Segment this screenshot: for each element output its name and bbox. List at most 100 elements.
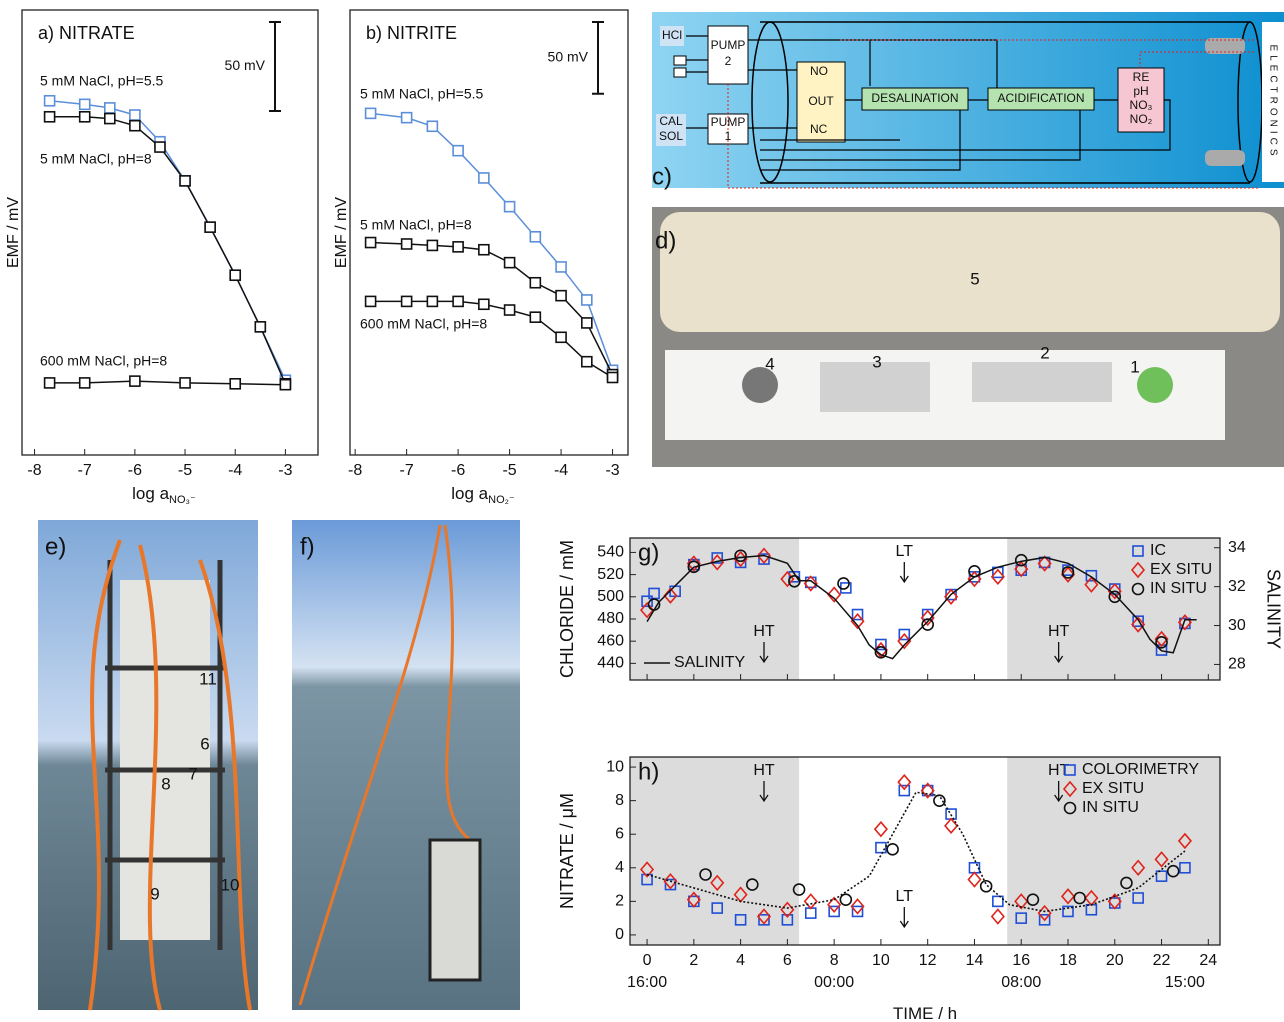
marker <box>839 893 853 906</box>
marker <box>129 119 141 132</box>
x-tick-label: 12 <box>919 952 937 969</box>
series-line <box>646 554 1197 660</box>
legend-marker <box>1131 582 1145 596</box>
marker <box>555 289 567 302</box>
marker <box>503 256 516 269</box>
x-tick-label: 14 <box>966 952 984 969</box>
marker <box>103 102 116 114</box>
marker <box>503 304 516 316</box>
marker <box>967 570 982 588</box>
diagram: HCl PUMP 2 CAL SOL PUMP 1 NO OUT NC DESA… <box>652 12 1284 190</box>
series-line <box>49 380 286 386</box>
part-number: 2 <box>1040 343 1049 362</box>
y-tick-label: 500 <box>597 588 624 605</box>
marker <box>686 555 701 572</box>
marker <box>897 773 912 791</box>
wires <box>727 39 1260 189</box>
marker <box>1107 893 1122 910</box>
chart-title: g) <box>638 539 659 566</box>
scale-bar <box>269 21 281 112</box>
marker <box>581 317 593 329</box>
plot-frame <box>629 537 1221 681</box>
part-number: 7 <box>188 764 197 783</box>
marker <box>1062 905 1074 918</box>
marker <box>1085 569 1098 582</box>
marker <box>78 377 91 389</box>
part-number: 1 <box>1130 357 1139 376</box>
series-line <box>370 300 613 379</box>
marker <box>827 586 842 603</box>
x-tick-label: 24 <box>1199 952 1217 969</box>
housing <box>760 21 1250 184</box>
marker <box>452 241 464 253</box>
scale-bar <box>592 21 604 95</box>
y-tick-label: 6 <box>615 825 624 842</box>
marker <box>452 144 464 157</box>
chart-title: a) NITRATE <box>38 23 135 43</box>
marker <box>478 298 490 311</box>
marker <box>529 276 542 289</box>
annotation: HT <box>753 623 775 640</box>
marker <box>828 905 840 918</box>
marker <box>129 375 141 387</box>
plot-frame <box>21 9 319 456</box>
x-tick-label: -7 <box>78 462 92 479</box>
marker <box>827 896 842 913</box>
label: NO₃ <box>1130 98 1153 112</box>
x-axis-label: log aNO₂⁻ <box>451 484 515 505</box>
marker <box>1014 560 1029 578</box>
cables <box>88 539 252 1011</box>
marker <box>78 111 91 123</box>
x-tick-label-2: 00:00 <box>814 974 854 991</box>
x-tick-label: -3 <box>278 462 292 479</box>
label: 1 <box>725 129 732 143</box>
part-number: 3 <box>872 352 881 371</box>
marker <box>1131 616 1146 633</box>
marker <box>478 172 490 184</box>
marker <box>850 612 865 630</box>
marker <box>992 895 1004 908</box>
cylinder <box>660 212 1280 332</box>
marker <box>875 638 887 651</box>
marker <box>1015 912 1028 924</box>
legend-marker <box>1063 801 1077 815</box>
marker <box>711 552 724 564</box>
marker <box>990 908 1005 925</box>
part-number: 5 <box>970 269 979 288</box>
port <box>673 67 687 78</box>
label: PUMP <box>711 38 746 52</box>
marker <box>1155 870 1168 882</box>
y-tick-label: 460 <box>597 632 624 649</box>
label: CAL <box>659 114 683 128</box>
marker <box>920 782 935 799</box>
annotation: HT <box>1048 762 1070 779</box>
ring <box>1205 150 1245 166</box>
annotation: LT <box>896 888 914 905</box>
x-axis-label-sub: NO₃⁻ <box>169 494 196 506</box>
marker <box>944 817 959 835</box>
marker <box>968 861 981 874</box>
marker <box>1014 893 1029 910</box>
marker <box>640 601 655 619</box>
panel-label: e) <box>45 533 66 560</box>
y-tick-label: 10 <box>606 758 624 775</box>
marker <box>400 111 413 124</box>
electronics-box <box>1262 22 1284 182</box>
part <box>972 362 1112 402</box>
plot-frame <box>349 9 629 456</box>
x-tick-label: -8 <box>348 462 362 479</box>
marker <box>1038 914 1051 926</box>
x-tick-label: -4 <box>228 462 242 479</box>
marker <box>734 914 747 926</box>
part <box>1137 367 1173 403</box>
cage <box>428 838 482 982</box>
annotation-arrow <box>759 642 769 664</box>
y-axis-label: EMF / mV <box>5 197 22 268</box>
marker <box>1132 892 1144 904</box>
marker <box>254 321 267 333</box>
panel-label: f) <box>300 533 315 560</box>
x-tick-label: -4 <box>554 462 568 479</box>
x-axis-label: TIME / h <box>893 1004 957 1022</box>
marker <box>640 861 655 878</box>
x-tick-label-2: 08:00 <box>1001 974 1041 991</box>
